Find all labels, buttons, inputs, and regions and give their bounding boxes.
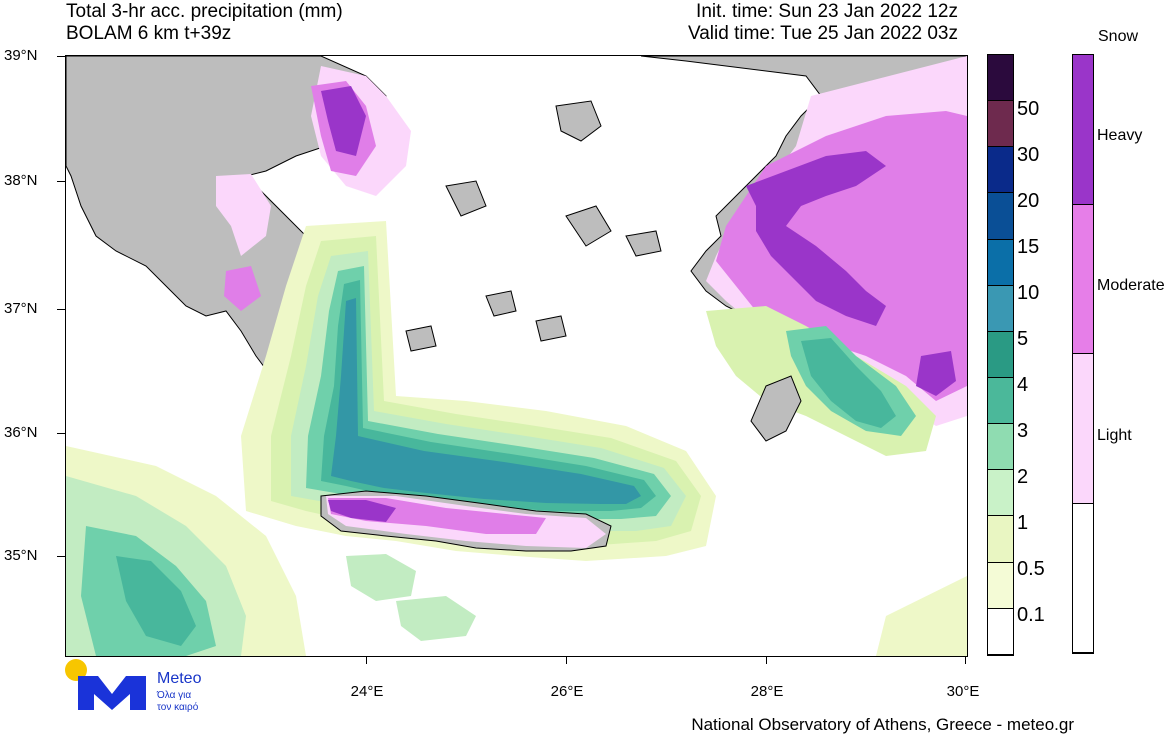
precipitation-colorbar xyxy=(987,54,1014,656)
colorbar-cell xyxy=(988,562,1013,609)
snow-colorbar-cell xyxy=(1073,55,1093,205)
precip-south-patch xyxy=(346,554,476,641)
snow-heavy-turkey xyxy=(746,151,886,326)
logo-tagline-2: τον καιρό xyxy=(157,702,199,713)
colorbar-cell xyxy=(988,147,1013,194)
lon-tick-26 xyxy=(566,656,567,664)
precip-rhodes-5 xyxy=(801,338,896,428)
logo-tagline-1: Όλα για xyxy=(157,690,192,701)
snow-colorbar-cell xyxy=(1073,354,1093,504)
snow-heavy-crete xyxy=(328,500,396,522)
snow-heavy-greece xyxy=(321,86,366,156)
model-label: BOLAM 6 km t+39z xyxy=(66,23,232,44)
snow-light-greece xyxy=(216,174,271,256)
init-time: Init. time: Sun 23 Jan 2022 12z xyxy=(696,1,958,22)
lon-label-30: 30°E xyxy=(946,683,980,700)
lon-tick-30 xyxy=(965,656,966,664)
colorbar-label-30: 30 xyxy=(1017,144,1040,166)
colorbar-cell xyxy=(988,470,1013,517)
colorbar-label-50: 50 xyxy=(1017,98,1040,120)
colorbar-cell xyxy=(988,193,1013,240)
colorbar-label-3: 3 xyxy=(1017,420,1029,442)
lat-label-37: 37°N xyxy=(4,300,38,317)
lat-tick-39 xyxy=(57,56,65,57)
chart-header-left: Total 3-hr acc. precipitation (mm) BOLAM… xyxy=(66,1,343,45)
valid-time: Valid time: Tue 25 Jan 2022 03z xyxy=(687,23,958,44)
snow-label-light: Light xyxy=(1097,427,1132,444)
snow-heavy-turkey-2 xyxy=(916,351,956,396)
meteo-logo xyxy=(65,659,146,710)
lon-label-28: 28°E xyxy=(750,683,784,700)
m-glyph-icon xyxy=(78,676,146,710)
lon-label-24: 24°E xyxy=(350,683,384,700)
snow-moderate-peloponnese xyxy=(224,266,261,311)
lat-tick-37 xyxy=(57,309,65,310)
snow-label-heavy: Heavy xyxy=(1097,127,1143,144)
lat-label-38: 38°N xyxy=(4,172,38,189)
chart-header-right: Init. time: Sun 23 Jan 2022 12z Valid ti… xyxy=(688,1,958,45)
aegean-islands xyxy=(405,100,662,352)
colorbar-cell xyxy=(988,331,1013,378)
colorbar-cell xyxy=(988,239,1013,286)
rhodes-island xyxy=(750,375,802,442)
colorbar-label-2: 2 xyxy=(1017,466,1029,488)
colorbar-label-0.5: 0.5 xyxy=(1017,558,1045,580)
colorbar-label-1: 1 xyxy=(1017,512,1029,534)
colorbar-cell xyxy=(988,285,1013,332)
lon-tick-24 xyxy=(366,656,367,664)
precip-10-band xyxy=(331,298,641,504)
colorbar-label-20: 20 xyxy=(1017,190,1040,212)
colorbar-cell xyxy=(988,101,1013,148)
colorbar-label-4: 4 xyxy=(1017,374,1029,396)
lat-tick-35 xyxy=(57,556,65,557)
precipitation-map xyxy=(65,55,968,657)
footer-credit: National Observatory of Athens, Greece -… xyxy=(691,715,1074,734)
lat-tick-38 xyxy=(57,181,65,182)
lon-tick-28 xyxy=(766,656,767,664)
colorbar-label-0.1: 0.1 xyxy=(1017,604,1045,626)
snow-colorbar xyxy=(1072,54,1094,654)
colorbar-cell xyxy=(988,516,1013,563)
lon-label-26: 26°E xyxy=(550,683,584,700)
precip-se-band xyxy=(876,576,967,656)
lat-label-39: 39°N xyxy=(4,47,38,64)
lat-tick-36 xyxy=(57,433,65,434)
lat-label-35: 35°N xyxy=(4,547,38,564)
snow-label-moderate: Moderate xyxy=(1097,277,1165,294)
colorbar-cell xyxy=(988,608,1013,655)
colorbar-label-5: 5 xyxy=(1017,328,1029,350)
lat-label-36: 36°N xyxy=(4,424,38,441)
precip-sw-5 xyxy=(116,556,196,646)
colorbar-cell xyxy=(988,55,1013,102)
snow-colorbar-cell xyxy=(1073,204,1093,354)
logo-name: Meteo xyxy=(157,670,202,687)
colorbar-cell xyxy=(988,377,1013,425)
snow-colorbar-cell xyxy=(1073,503,1093,653)
colorbar-label-10: 10 xyxy=(1017,282,1040,304)
snow-legend-title: Snow xyxy=(1098,28,1139,45)
map-svg xyxy=(66,56,967,656)
chart-title: Total 3-hr acc. precipitation (mm) xyxy=(66,1,343,22)
sun-icon xyxy=(65,659,87,681)
colorbar-cell xyxy=(988,424,1013,471)
colorbar-label-15: 15 xyxy=(1017,236,1040,258)
